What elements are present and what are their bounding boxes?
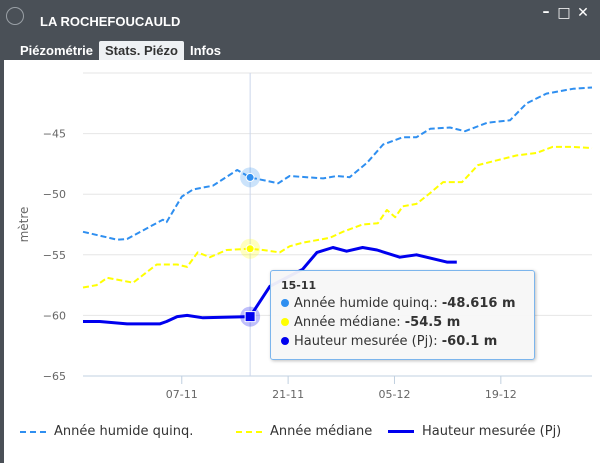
y-tick-label: −50: [43, 188, 66, 201]
tab-bar: Piézométrie Stats. Piézo Infos: [14, 41, 227, 60]
solid-line-icon: [388, 430, 414, 433]
x-tick-label: 05-12: [378, 388, 410, 401]
legend-item-humide[interactable]: Année humide quinq.: [20, 424, 193, 439]
dashed-line-icon: [20, 430, 46, 433]
tab-stats-piezo[interactable]: Stats. Piézo: [98, 41, 184, 60]
x-tick-label: 21-11: [272, 388, 304, 401]
tooltip-row-mesuree: Hauteur mesurée (Pj): -60.1 m: [281, 332, 524, 351]
tooltip-date: 15-11: [281, 279, 317, 292]
x-tick-label: 07-11: [166, 388, 198, 401]
hover-marker: [245, 244, 255, 254]
title-bar: LA ROCHEFOUCAULD – □ ✕: [0, 0, 600, 40]
x-tick-label: 19-12: [485, 388, 517, 401]
y-tick-label: −55: [43, 249, 66, 262]
legend-item-mediane[interactable]: Année médiane: [236, 424, 372, 439]
dashed-line-icon: [236, 430, 262, 433]
y-axis-label: mètre: [17, 207, 31, 243]
window-title: LA ROCHEFOUCAULD: [40, 14, 181, 29]
tab-piezometrie[interactable]: Piézométrie: [20, 43, 93, 58]
tooltip-row-mediane: Année médiane: -54.5 m: [281, 313, 524, 332]
app-circle-icon: [6, 7, 24, 25]
y-tick-label: −45: [43, 128, 66, 141]
chart-panel: [4, 60, 600, 463]
tooltip-row-humide: Année humide quinq.: -48.616 m: [281, 294, 524, 313]
maximize-icon[interactable]: □: [557, 5, 571, 21]
hover-marker: [244, 311, 256, 323]
chart-legend: Année humide quinq. Année médiane Hauteu…: [0, 424, 600, 442]
hover-marker: [245, 172, 255, 182]
close-icon[interactable]: ✕: [577, 5, 589, 21]
y-tick-label: −60: [43, 309, 66, 322]
series-humide-line: [82, 86, 593, 241]
series-dot-icon: [281, 299, 289, 307]
minimize-icon[interactable]: –: [542, 4, 550, 20]
y-tick-label: −65: [43, 370, 66, 383]
series-mediane-line: [82, 145, 593, 289]
legend-item-mesuree[interactable]: Hauteur mesurée (Pj): [388, 424, 561, 439]
series-dot-icon: [281, 318, 289, 326]
chart-tooltip: 15-11 Année humide quinq.: -48.616 m Ann…: [270, 270, 535, 360]
tab-infos[interactable]: Infos: [189, 43, 222, 58]
series-dot-icon: [281, 337, 289, 345]
